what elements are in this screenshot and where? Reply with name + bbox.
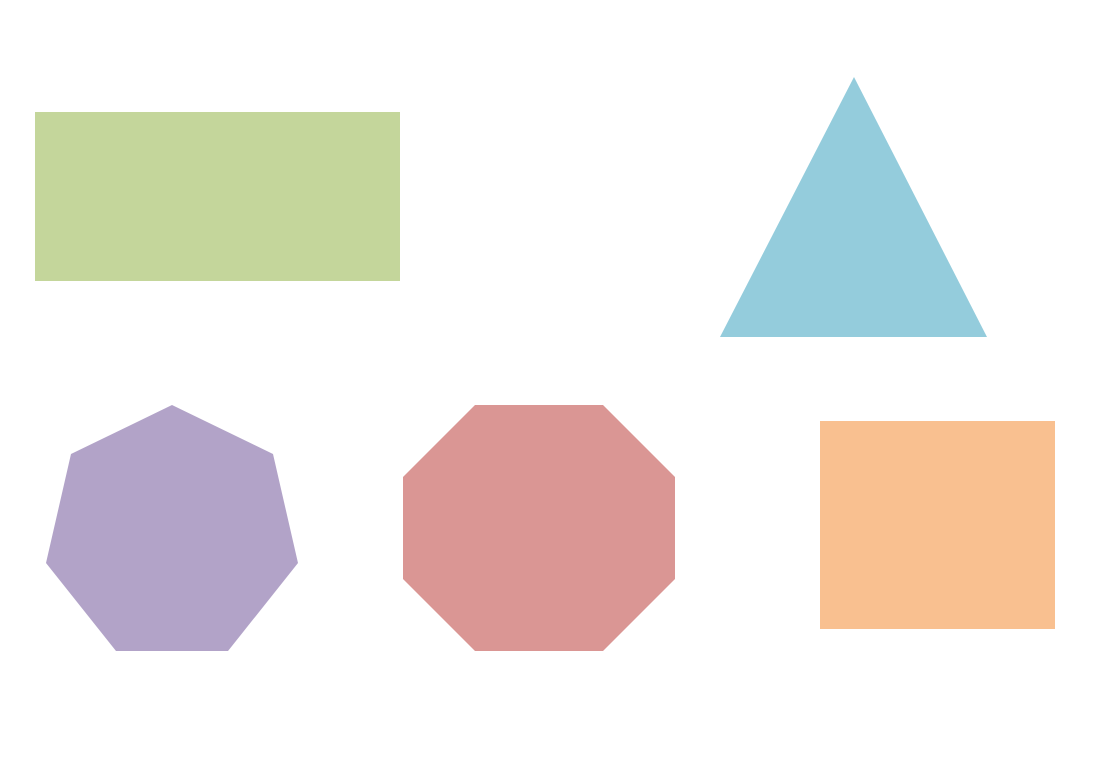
blue-triangle xyxy=(720,77,987,337)
purple-heptagon xyxy=(46,405,298,651)
orange-rectangle xyxy=(820,421,1055,629)
red-octagon xyxy=(403,405,675,651)
green-rectangle xyxy=(35,112,400,281)
